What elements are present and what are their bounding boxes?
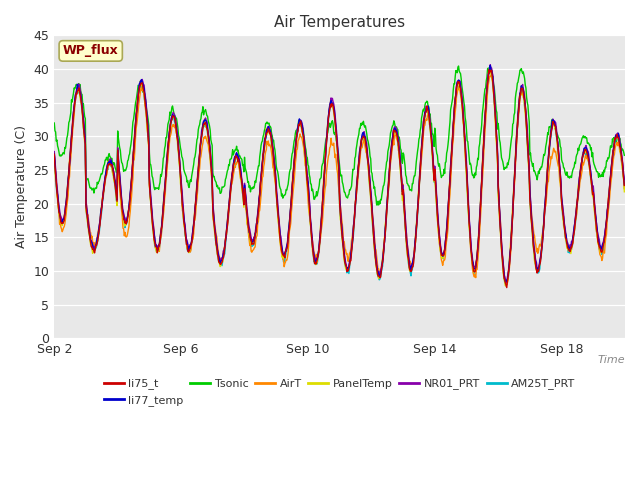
- Text: Time: Time: [597, 355, 625, 365]
- Title: Air Temperatures: Air Temperatures: [274, 15, 405, 30]
- Text: WP_flux: WP_flux: [63, 45, 118, 58]
- Y-axis label: Air Temperature (C): Air Temperature (C): [15, 125, 28, 248]
- Legend: li75_t, li77_temp, Tsonic, AirT, PanelTemp, NR01_PRT, AM25T_PRT: li75_t, li77_temp, Tsonic, AirT, PanelTe…: [99, 374, 580, 410]
